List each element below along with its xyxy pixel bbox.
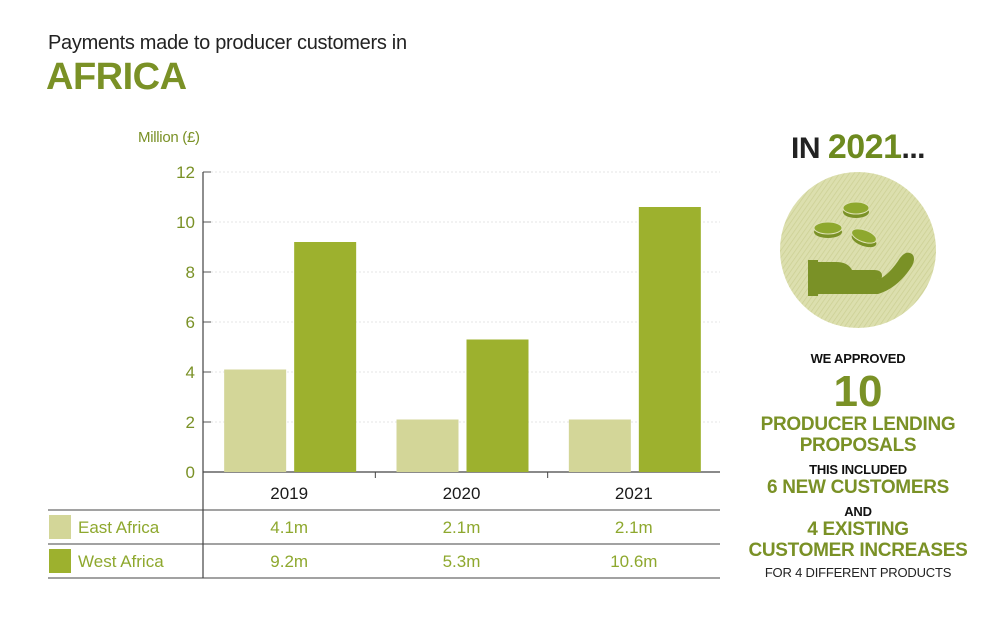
y-tick-label: 0 bbox=[186, 463, 195, 482]
panel-line-new-customers: 6 NEW CUSTOMERS bbox=[766, 477, 949, 498]
table-cell-value: 10.6m bbox=[610, 552, 657, 571]
panel-heading-year: 2021 bbox=[827, 128, 902, 166]
legend-label: East Africa bbox=[78, 518, 160, 537]
hand-coins-icon bbox=[778, 170, 938, 330]
panel-heading-prefix: IN bbox=[791, 132, 821, 165]
table-cell-value: 4.1m bbox=[270, 518, 308, 537]
panel-line-products: FOR 4 DIFFERENT PRODUCTS bbox=[764, 565, 952, 580]
panel-line-approved: WE APPROVED bbox=[810, 351, 906, 366]
table-cell-value: 2.1m bbox=[443, 518, 481, 537]
panel-line-proposals: PROPOSALS bbox=[799, 435, 917, 456]
bar-east-africa-2021 bbox=[568, 419, 631, 472]
bar-west-africa-2020 bbox=[466, 339, 529, 472]
panel-number: 10 bbox=[833, 367, 883, 416]
panel-line-customer-increases: CUSTOMER INCREASES bbox=[748, 540, 968, 561]
panel-heading: IN 2021... bbox=[748, 128, 968, 167]
table-cell-value: 9.2m bbox=[270, 552, 308, 571]
y-axis-label: Million (£) bbox=[138, 129, 200, 146]
x-tick-label: 2019 bbox=[270, 484, 308, 503]
table-cell-value: 5.3m bbox=[443, 552, 481, 571]
y-tick-label: 8 bbox=[186, 263, 195, 282]
bar-west-africa-2019 bbox=[294, 242, 357, 472]
bar-east-africa-2019 bbox=[224, 369, 287, 472]
legend-label: West Africa bbox=[78, 552, 164, 571]
y-tick-label: 4 bbox=[186, 363, 195, 382]
bar-west-africa-2021 bbox=[638, 207, 701, 472]
y-tick-label: 12 bbox=[176, 163, 195, 182]
y-tick-label: 10 bbox=[176, 213, 195, 232]
panel-line-and: AND bbox=[844, 504, 872, 519]
chart-subtitle: Payments made to producer customers in bbox=[48, 32, 407, 54]
x-tick-label: 2021 bbox=[615, 484, 653, 503]
panel-line-included: THIS INCLUDED bbox=[809, 462, 907, 477]
summary-panel: IN 2021... WE APPROVED 10 PRODUCER LENDI… bbox=[748, 128, 968, 580]
panel-line-existing: 4 EXISTING bbox=[807, 519, 909, 540]
chart-title: AFRICA bbox=[46, 56, 187, 98]
y-tick-label: 2 bbox=[186, 413, 195, 432]
table-cell-value: 2.1m bbox=[615, 518, 653, 537]
panel-line-producer-lending: PRODUCER LENDING bbox=[760, 414, 956, 435]
bar-east-africa-2020 bbox=[396, 419, 459, 472]
legend-swatch bbox=[49, 549, 71, 573]
y-tick-label: 6 bbox=[186, 313, 195, 332]
legend-swatch bbox=[49, 515, 71, 539]
x-tick-label: 2020 bbox=[443, 484, 481, 503]
panel-heading-suffix: ... bbox=[901, 132, 925, 165]
